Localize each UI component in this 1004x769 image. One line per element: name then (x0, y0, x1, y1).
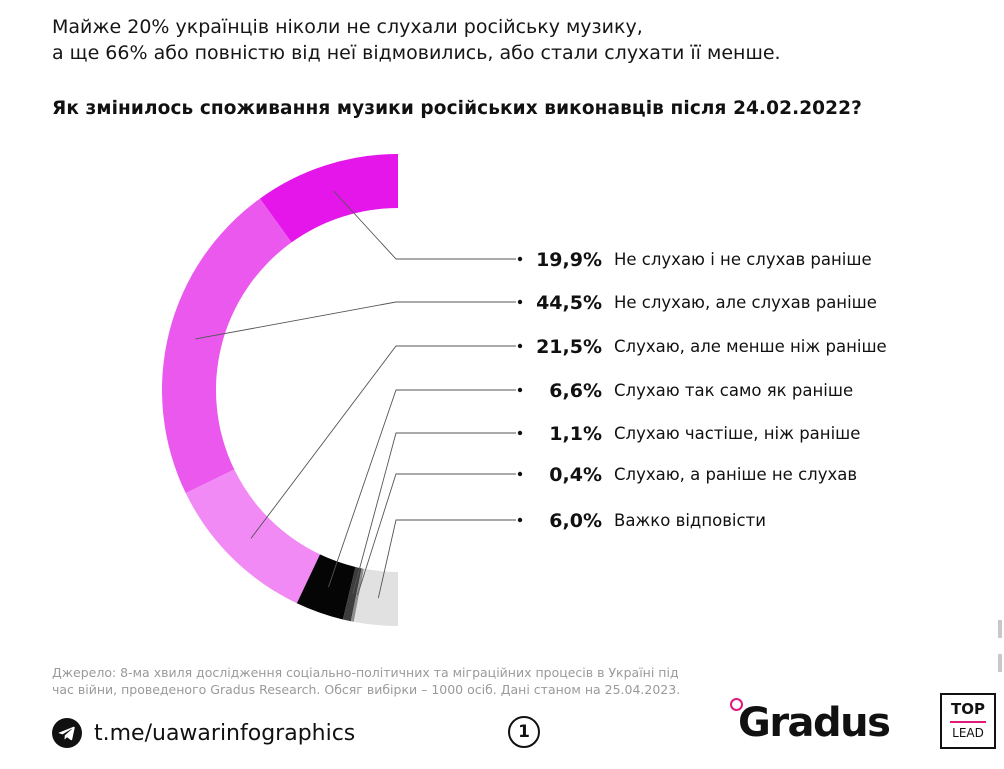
category-label-3: Слухаю, але менше ніж раніше (614, 337, 887, 356)
leader-line-3 (250, 345, 516, 539)
value-label-1: 19,9% (536, 249, 602, 271)
cropped-edge-fragment (996, 612, 1004, 692)
leader-line-1 (333, 190, 516, 260)
slice-6 (350, 568, 364, 622)
slice-2 (162, 198, 292, 494)
value-label-6: 0,4% (549, 464, 602, 486)
chart-title: Як змінилось споживання музики російськи… (52, 98, 862, 119)
telegram-url[interactable]: t.me/uawarinfographics (94, 720, 356, 746)
leader-line-4 (328, 389, 516, 588)
page-number: 1 (508, 716, 540, 748)
legend-bullet-6 (517, 471, 523, 477)
category-label-5: Слухаю частіше, ніж раніше (614, 424, 860, 443)
leader-line-6 (357, 473, 516, 596)
value-label-7: 6,0% (549, 510, 602, 532)
category-label-1: Не слухаю і не слухав раніше (614, 250, 872, 269)
headline-line-1: Майже 20% українців ніколи не слухали ро… (52, 16, 643, 38)
category-label-7: Важко відповісти (614, 511, 766, 530)
top-lead-bottom: LEAD (952, 726, 984, 740)
value-label-2: 44,5% (536, 292, 602, 314)
legend-bullet-3 (517, 343, 523, 349)
value-label-3: 21,5% (536, 336, 602, 358)
slice-7 (353, 568, 398, 626)
category-label-2: Не слухаю, але слухав раніше (614, 293, 877, 312)
leader-line-2 (195, 301, 516, 340)
gradus-logo-text: Gradus (738, 700, 891, 746)
category-label-4: Слухаю так само як раніше (614, 381, 853, 400)
value-label-5: 1,1% (549, 423, 602, 445)
source-note: Джерело: 8-ма хвиля дослідження соціальн… (52, 664, 752, 698)
legend-bullet-4 (517, 387, 523, 393)
leader-line-5 (352, 432, 516, 595)
top-lead-top: TOP (951, 700, 985, 718)
source-line-1: Джерело: 8-ма хвиля дослідження соціальн… (52, 665, 679, 680)
legend-bullet-7 (517, 517, 523, 523)
value-label-4: 6,6% (549, 380, 602, 402)
source-line-2: час війни, проведеного Gradus Research. … (52, 682, 681, 697)
slice-5 (342, 566, 362, 622)
category-label-6: Слухаю, а раніше не слухав (614, 465, 857, 484)
leader-line-7 (377, 519, 516, 599)
headline: Майже 20% українців ніколи не слухали ро… (52, 14, 952, 66)
legend-bullet-1 (517, 256, 523, 262)
telegram-link[interactable]: t.me/uawarinfographics (52, 716, 355, 750)
gradus-logo-dot (730, 698, 743, 711)
slice-1 (259, 154, 398, 243)
telegram-icon (52, 718, 82, 748)
legend-bullet-5 (517, 430, 523, 436)
headline-line-2: а ще 66% або повністю від неї відмовилис… (52, 42, 781, 64)
slice-4 (296, 554, 356, 620)
top-lead-badge: TOP LEAD (940, 693, 996, 749)
top-lead-divider (950, 721, 986, 723)
legend-bullet-2 (517, 299, 523, 305)
